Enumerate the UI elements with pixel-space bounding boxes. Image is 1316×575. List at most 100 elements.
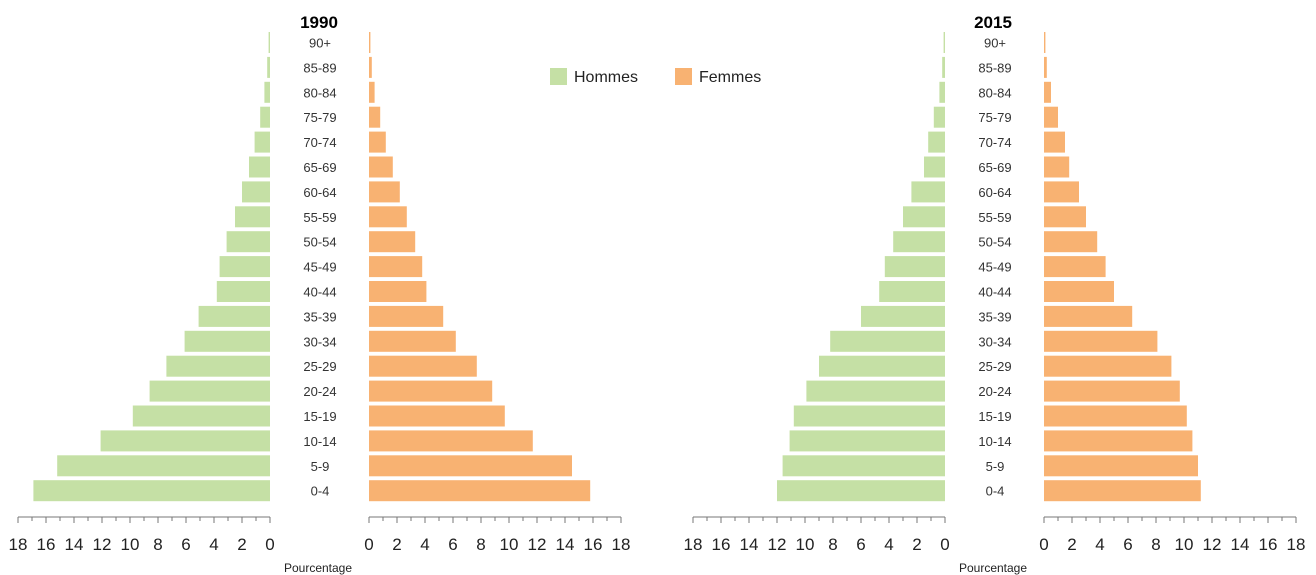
x-tick-label-women: 2 [392, 535, 401, 554]
bar-men [893, 231, 945, 253]
age-group-label: 50-54 [978, 235, 1011, 250]
bar-men [249, 156, 270, 178]
bar-men [198, 305, 270, 327]
age-labels-2015: 90+ 85-89 80-84 75-79 70-74 65-69 60-64 55-59 50… [978, 36, 1011, 499]
bar-men [264, 81, 270, 103]
age-group-label: 50-54 [303, 235, 336, 250]
bar-women [369, 206, 407, 228]
x-tick-label-men: 0 [940, 535, 949, 554]
bar-women [369, 56, 372, 78]
bar-women [369, 256, 423, 278]
x-tick-label-women: 8 [476, 535, 485, 554]
age-group-label: 35-39 [303, 309, 336, 324]
x-tick-label-men: 6 [856, 535, 865, 554]
x-tick-label-women: 18 [1287, 535, 1306, 554]
x-tick-label-men: 14 [65, 535, 84, 554]
age-group-label: 75-79 [303, 110, 336, 125]
bar-men [942, 56, 945, 78]
x-tick-label-women: 6 [448, 535, 457, 554]
bar-men [793, 405, 945, 427]
legend: Hommes Femmes [550, 68, 761, 86]
x-tick-label-women: 18 [612, 535, 631, 554]
bar-women [369, 156, 393, 178]
x-tick-label-women: 4 [420, 535, 429, 554]
bar-men [806, 380, 945, 402]
x-tick-label-men: 18 [9, 535, 28, 554]
x-tick-label-women: 8 [1151, 535, 1160, 554]
x-tick-label-women: 12 [1203, 535, 1222, 554]
age-group-label: 80-84 [978, 85, 1011, 100]
bar-women [1044, 305, 1133, 327]
bar-men [911, 181, 945, 203]
x-tick-label-men: 8 [153, 535, 162, 554]
bar-women [1044, 355, 1172, 377]
age-group-label: 65-69 [978, 160, 1011, 175]
bar-men [166, 355, 270, 377]
x-axis-title-1990: Pourcentage [284, 561, 352, 575]
age-group-label: 5-9 [986, 459, 1005, 474]
x-tick-label-men: 2 [237, 535, 246, 554]
age-group-label: 55-59 [303, 210, 336, 225]
age-group-label: 90+ [984, 36, 1006, 51]
bar-women [369, 480, 591, 502]
x-tick-label-men: 12 [93, 535, 112, 554]
x-tick-label-women: 4 [1095, 535, 1104, 554]
bar-women [369, 330, 456, 352]
x-tick-label-women: 6 [1123, 535, 1132, 554]
bar-women [369, 131, 386, 153]
bar-men [933, 106, 945, 128]
bars-women-2015 [1044, 32, 1201, 502]
bar-women [1044, 56, 1047, 78]
x-axis-title-2015: Pourcentage [959, 561, 1027, 575]
bar-men [939, 81, 945, 103]
x-tick-label-men: 2 [912, 535, 921, 554]
x-tick-label-women: 14 [1231, 535, 1250, 554]
bar-men [149, 380, 270, 402]
age-group-label: 55-59 [978, 210, 1011, 225]
age-group-label: 30-34 [303, 334, 336, 349]
bar-men [928, 131, 945, 153]
bar-men [884, 256, 945, 278]
bar-men [242, 181, 270, 203]
age-group-label: 60-64 [978, 185, 1011, 200]
bar-women [1044, 330, 1158, 352]
age-group-label: 25-29 [303, 359, 336, 374]
x-tick-label-women: 0 [1039, 535, 1048, 554]
bar-women [369, 430, 533, 452]
bar-women [369, 305, 444, 327]
bar-women [369, 380, 493, 402]
x-tick-label-men: 4 [884, 535, 893, 554]
bar-women [1044, 32, 1046, 53]
bar-women [1044, 81, 1051, 103]
x-tick-label-women: 0 [364, 535, 373, 554]
age-group-label: 35-39 [978, 309, 1011, 324]
x-tick-label-women: 2 [1067, 535, 1076, 554]
age-group-label: 15-19 [303, 409, 336, 424]
bars-men-2015 [777, 32, 945, 502]
age-group-label: 15-19 [978, 409, 1011, 424]
bar-women [369, 355, 477, 377]
x-tick-label-women: 10 [500, 535, 519, 554]
age-group-label: 45-49 [978, 260, 1011, 275]
bar-women [1044, 281, 1114, 302]
age-group-label: 10-14 [978, 434, 1011, 449]
bar-women [369, 281, 427, 302]
bar-women [369, 181, 400, 203]
bar-women [1044, 380, 1180, 402]
bar-women [1044, 430, 1193, 452]
bar-men [789, 430, 945, 452]
bar-women [369, 81, 375, 103]
x-tick-label-men: 14 [740, 535, 759, 554]
bar-women [369, 405, 505, 427]
legend-swatch-men [550, 68, 567, 85]
bar-men [830, 330, 945, 352]
bar-men [861, 305, 945, 327]
age-group-label: 30-34 [978, 334, 1011, 349]
bar-men [57, 455, 271, 477]
age-group-label: 60-64 [303, 185, 336, 200]
bars-men-1990 [33, 32, 271, 502]
bar-men [132, 405, 270, 427]
bar-men [235, 206, 270, 228]
